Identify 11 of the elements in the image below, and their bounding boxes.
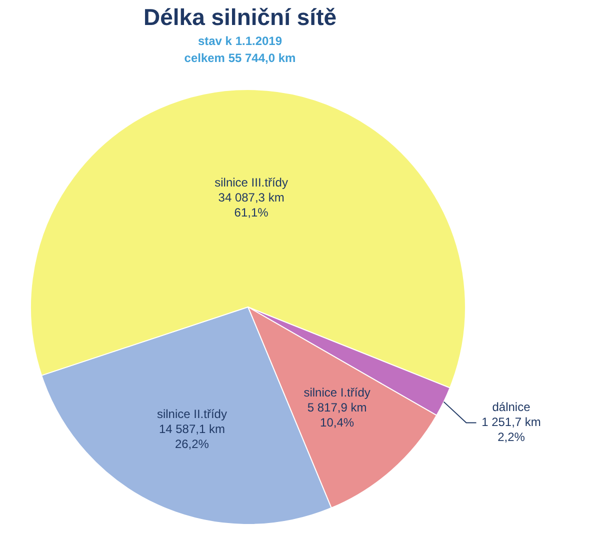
text: celkem 55 744,0 km xyxy=(183,51,297,65)
chart-title: Délka silniční sítě xyxy=(142,4,338,31)
chart-subtitle: stav k 1.1.2019 xyxy=(196,34,284,48)
data-label: 1 251,7 km 2,2% xyxy=(482,415,541,444)
slice-label: silnice I.třídy xyxy=(304,386,370,400)
data-label: 14 587,1 km 26,2% xyxy=(158,422,225,451)
slice-label: silnice III.třídy xyxy=(214,176,288,190)
slice-label: silnice II.třídy xyxy=(156,406,227,421)
data-label: 5 817,9 km 10,4% xyxy=(307,400,367,430)
slice-label: dálnice xyxy=(492,400,531,414)
data-label: 34 087,3 km 61,1% xyxy=(218,190,284,220)
